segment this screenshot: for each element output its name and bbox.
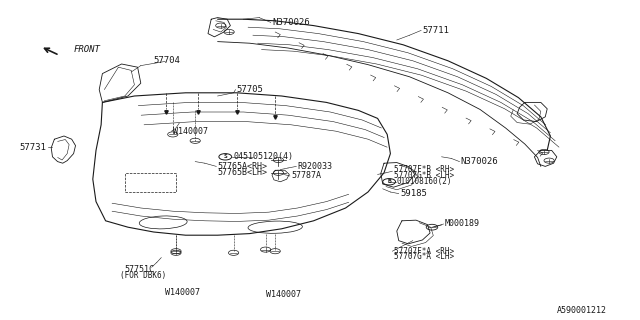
Text: 57787A: 57787A [291, 172, 321, 180]
Text: 57711: 57711 [422, 26, 449, 35]
Text: W140007: W140007 [173, 127, 208, 136]
Text: 57731: 57731 [19, 143, 46, 152]
Text: N370026: N370026 [461, 157, 499, 166]
Text: (FOR DBK6): (FOR DBK6) [120, 271, 166, 280]
Text: 010108160(2): 010108160(2) [397, 177, 452, 186]
Text: N370026: N370026 [272, 18, 310, 27]
Text: A590001212: A590001212 [557, 306, 607, 315]
Text: 57751C: 57751C [125, 265, 155, 274]
Text: S: S [223, 154, 227, 159]
Text: 57707F*B <RH>: 57707F*B <RH> [394, 165, 454, 174]
Text: 57707F*A <RH>: 57707F*A <RH> [394, 247, 454, 256]
Text: 045105120(4): 045105120(4) [234, 152, 294, 161]
Text: FRONT: FRONT [74, 45, 100, 54]
Text: R920033: R920033 [298, 162, 333, 171]
Text: 57707G*B <LH>: 57707G*B <LH> [394, 171, 454, 180]
Text: W140007: W140007 [266, 290, 301, 299]
Text: 57705: 57705 [237, 85, 264, 94]
Text: M000189: M000189 [445, 220, 480, 228]
Text: 57765A<RH>: 57765A<RH> [218, 162, 268, 171]
Text: 59185: 59185 [400, 189, 427, 198]
Text: B: B [387, 179, 391, 184]
Text: 57765B<LH>: 57765B<LH> [218, 168, 268, 177]
Text: 57707G*A <LH>: 57707G*A <LH> [394, 252, 454, 261]
Text: W140007: W140007 [165, 288, 200, 297]
Text: 57704: 57704 [154, 56, 180, 65]
